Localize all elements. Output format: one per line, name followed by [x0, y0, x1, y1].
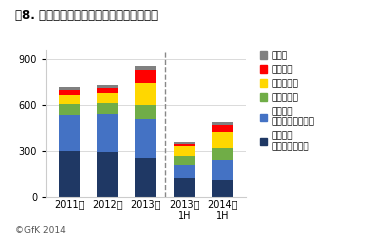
Bar [97, 88, 118, 93]
Bar [58, 115, 80, 151]
Bar [212, 123, 233, 125]
Bar [58, 87, 80, 90]
Bar [212, 125, 233, 132]
Bar [212, 132, 233, 149]
Text: ©GfK 2014: ©GfK 2014 [15, 226, 66, 235]
Bar [58, 90, 80, 95]
Bar [174, 156, 195, 164]
Bar [136, 83, 157, 105]
Bar [136, 70, 157, 83]
Bar [97, 85, 118, 88]
Bar [212, 160, 233, 180]
Bar [97, 151, 118, 197]
Bar [174, 146, 195, 156]
Bar [174, 178, 195, 197]
Bar [212, 180, 233, 197]
Bar [174, 144, 195, 146]
Bar [97, 114, 118, 151]
Bar [58, 151, 80, 197]
Bar [58, 104, 80, 115]
Bar [58, 95, 80, 104]
Bar [136, 66, 157, 70]
Bar [174, 142, 195, 144]
Bar [97, 103, 118, 114]
Bar [136, 105, 157, 119]
Text: 図8. クリーナー　市場規模の推移（万台）: 図8. クリーナー 市場規模の推移（万台） [15, 9, 158, 23]
Bar [136, 119, 157, 158]
Legend: その他, ロボット, スティック, ハンディー, シリンダ
（サイクロン式）, シリンダ
（紙バック式）: その他, ロボット, スティック, ハンディー, シリンダ （サイクロン式）, … [260, 51, 314, 151]
Bar [136, 158, 157, 197]
Bar [174, 164, 195, 178]
Bar [212, 149, 233, 160]
Bar [97, 93, 118, 103]
